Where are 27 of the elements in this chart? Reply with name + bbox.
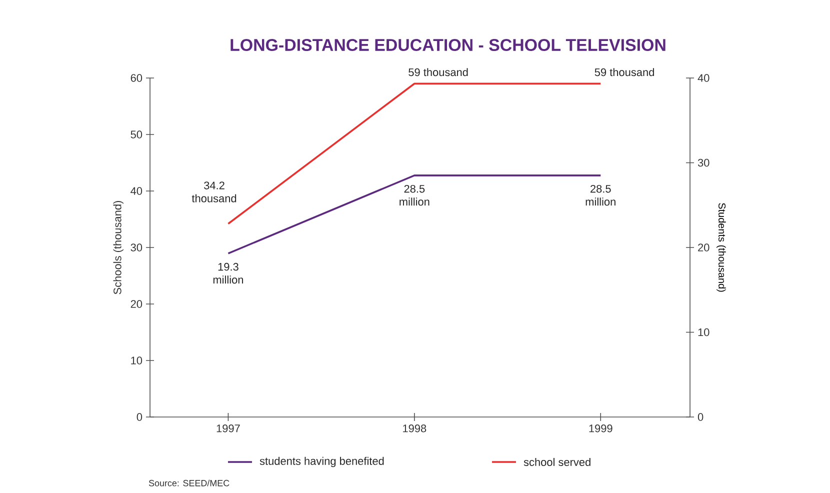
y2-tick-label: 40: [698, 74, 710, 82]
y-tick-label: 60: [130, 74, 142, 82]
source-note: Source: SEED/MEC: [148, 480, 230, 486]
legend-label: students having benefited: [260, 456, 384, 468]
y-tick-label: 20: [130, 300, 142, 308]
data-label: 59 thousand: [594, 68, 654, 76]
legend-label: school served: [524, 458, 590, 466]
data-label: 59 thousand: [408, 68, 468, 76]
y2-tick-label: 10: [698, 328, 710, 336]
data-label: 34.2 thousand: [192, 182, 236, 202]
y-tick-label: 40: [130, 187, 142, 195]
x-tick-label: 1997: [216, 424, 240, 432]
y-tick-label: 0: [136, 413, 142, 421]
x-tick-label: 1998: [403, 424, 426, 432]
data-label: 28.5 million: [586, 184, 616, 206]
y-tick-label: 50: [130, 130, 142, 138]
data-label: 28.5 million: [400, 184, 430, 206]
y-tick-label: 10: [131, 356, 142, 364]
y2-axis-title: Students (thousand): [716, 203, 726, 292]
chart-title: LONG-DISTANCE EDUCATION - SCHOOL TELEVISION: [230, 38, 666, 51]
x-tick-label: 1999: [589, 424, 612, 432]
y-tick-label: 30: [130, 244, 142, 252]
data-label: 19.3 million: [213, 262, 244, 284]
y2-tick-label: 20: [698, 244, 710, 252]
y2-tick-label: 0: [698, 413, 704, 421]
y-axis-title: Schools (thousand): [113, 200, 124, 294]
y2-tick-label: 30: [698, 158, 710, 167]
